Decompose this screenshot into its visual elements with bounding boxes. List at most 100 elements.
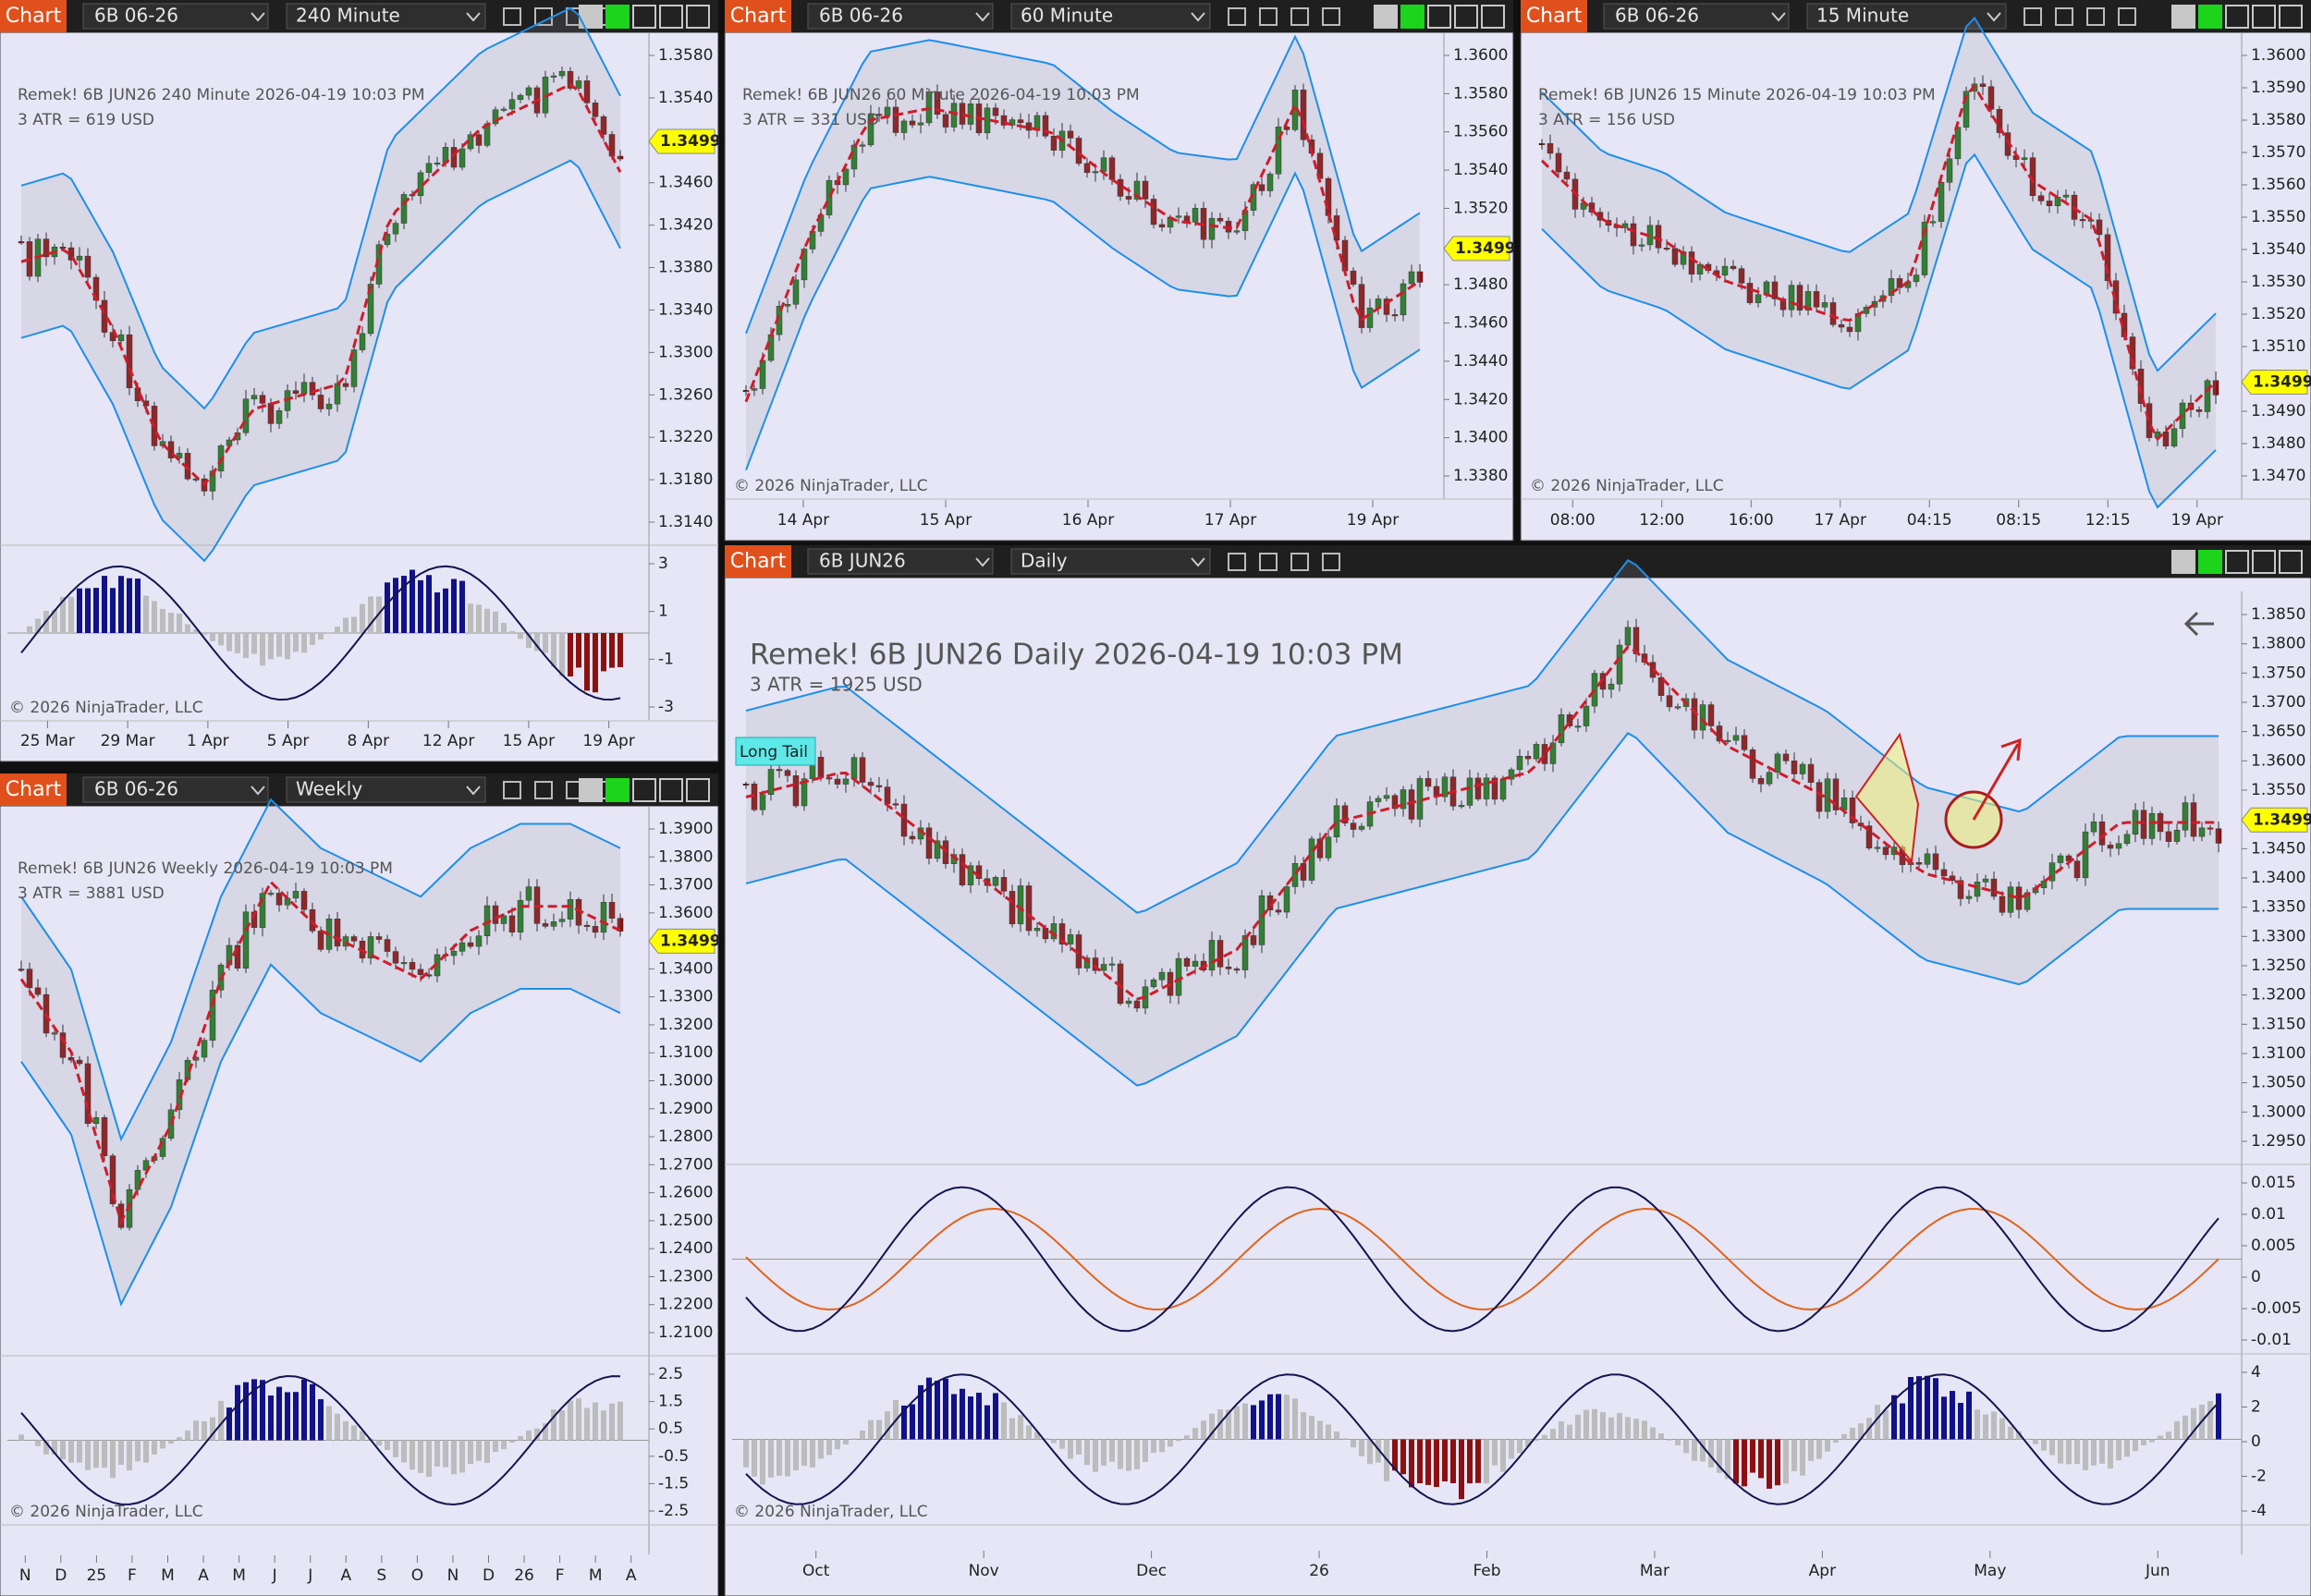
interval-box[interactable] [1010, 3, 1211, 30]
symbol-box[interactable] [82, 776, 269, 803]
copyright: © 2026 NinjaTrader, LLC [734, 477, 928, 495]
symbol[interactable]: 6B 06-26 [94, 778, 178, 800]
candle [1738, 268, 1745, 284]
window-button[interactable] [1374, 5, 1398, 29]
window-button[interactable] [686, 5, 710, 29]
window-button[interactable] [686, 778, 710, 802]
symbol[interactable]: 6B 06-26 [1615, 5, 1699, 27]
interval-box[interactable] [1806, 3, 2007, 30]
interval[interactable]: 15 Minute [1816, 5, 1909, 27]
candle [925, 827, 933, 859]
toolbar-icon[interactable] [503, 7, 521, 26]
candle [1755, 294, 1762, 303]
candle [1816, 782, 1823, 812]
toolbar-icon[interactable] [2086, 7, 2105, 26]
window-button[interactable] [1400, 5, 1425, 29]
symbol-box[interactable] [82, 3, 269, 30]
trend-line [745, 644, 2219, 1001]
y-tick-label: -0.5 [658, 1447, 689, 1466]
window-button[interactable] [579, 778, 603, 802]
window-button[interactable] [2279, 550, 2303, 574]
window-button[interactable] [2279, 5, 2303, 29]
window-button[interactable] [2198, 550, 2222, 574]
toolbar-icon[interactable] [1290, 7, 1309, 26]
candle [842, 168, 850, 186]
toolbar-icon[interactable] [534, 781, 553, 799]
y-tick-label: 1.3600 [2251, 751, 2305, 770]
histogram-bar [235, 1384, 240, 1441]
toolbar-icon[interactable] [1228, 553, 1246, 571]
candle [1183, 957, 1191, 967]
window-button[interactable] [2171, 550, 2195, 574]
histogram-bar [185, 1431, 190, 1441]
window-button[interactable] [2225, 550, 2249, 574]
signal-line [745, 1207, 2219, 1311]
toolbar-icon[interactable] [1322, 7, 1340, 26]
window-button[interactable] [1427, 5, 1451, 29]
window-button[interactable] [1454, 5, 1478, 29]
histogram-bar [843, 1439, 849, 1445]
symbol[interactable]: 6B 06-26 [819, 5, 903, 27]
x-tick-label: 19 Apr [1347, 511, 1399, 530]
candle [1391, 795, 1399, 810]
histogram-bar [2124, 1439, 2130, 1457]
x-tick-label: S [376, 1566, 386, 1585]
interval-box[interactable] [286, 776, 486, 803]
lower-band [1541, 152, 2217, 509]
histogram-bar [1708, 1439, 1714, 1468]
lower-band [20, 159, 621, 563]
histogram-bar [77, 1440, 82, 1463]
window-button[interactable] [605, 778, 630, 802]
target-arrow [1972, 737, 2022, 821]
toolbar-icon[interactable] [503, 781, 521, 799]
interval[interactable]: Weekly [296, 778, 362, 800]
symbol[interactable]: 6B JUN26 [819, 550, 906, 572]
symbol-box[interactable] [807, 3, 994, 30]
window-button[interactable] [2225, 5, 2249, 29]
window-button[interactable] [1481, 5, 1505, 29]
upper-band [745, 34, 1421, 335]
toolbar-icon[interactable] [1322, 553, 1340, 571]
window-button[interactable] [632, 778, 656, 802]
histogram-bar [1975, 1409, 1980, 1440]
window-button[interactable] [605, 5, 630, 29]
toolbar-icon[interactable] [2024, 7, 2042, 26]
window-button[interactable] [632, 5, 656, 29]
window-button[interactable] [2252, 5, 2276, 29]
x-tick-label: 12:00 [1639, 511, 1684, 530]
back-arrow[interactable] [2183, 611, 2214, 637]
window-button[interactable] [2252, 550, 2276, 574]
interval-box[interactable] [1010, 548, 1211, 575]
candle [117, 334, 125, 342]
window-button[interactable] [2171, 5, 2195, 29]
histogram-bar [576, 633, 581, 668]
toolbar-icon[interactable] [1290, 553, 1309, 571]
interval[interactable]: 60 Minute [1021, 5, 1113, 27]
symbol-box[interactable] [807, 548, 994, 575]
histogram-bar [2041, 1439, 2047, 1451]
x-tick-label: M [161, 1566, 175, 1585]
toolbar-icon[interactable] [1259, 553, 1278, 571]
interval-box[interactable] [286, 3, 486, 30]
histogram-bar [584, 1407, 590, 1441]
oscillator-line [745, 1373, 2219, 1505]
window-button[interactable] [2198, 5, 2222, 29]
toolbar-icon[interactable] [1259, 7, 1278, 26]
x-tick-label: 25 Mar [20, 732, 75, 750]
histogram-bar [1542, 1434, 1547, 1440]
toolbar-icon[interactable] [2055, 7, 2073, 26]
symbol[interactable]: 6B 06-26 [94, 5, 178, 27]
y-tick-label: 1.3300 [658, 988, 713, 1006]
candle [1630, 223, 1637, 247]
symbol-box[interactable] [1603, 3, 1790, 30]
histogram-bar [1758, 1439, 1764, 1479]
y-tick-label: 2.5 [658, 1365, 683, 1383]
toolbar-icon[interactable] [1228, 7, 1246, 26]
candle [2021, 157, 2028, 160]
interval[interactable]: 240 Minute [296, 5, 400, 27]
window-button[interactable] [659, 5, 683, 29]
toolbar-icon[interactable] [2118, 7, 2136, 26]
interval[interactable]: Daily [1021, 550, 1068, 572]
candle [567, 898, 574, 920]
window-button[interactable] [659, 778, 683, 802]
